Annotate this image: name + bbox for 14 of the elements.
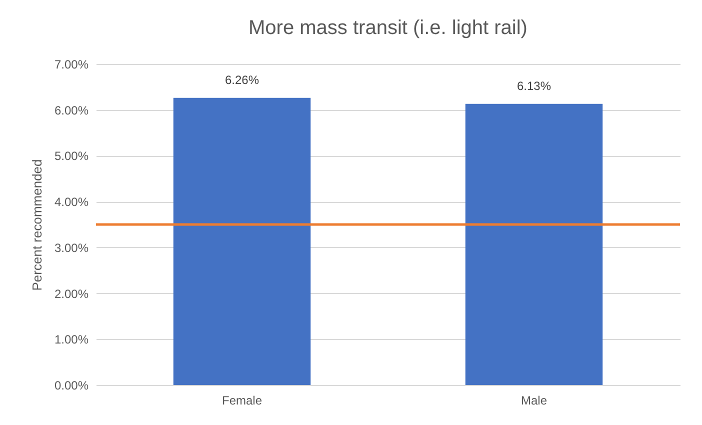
y-axis-title: Percent recommended — [29, 159, 44, 291]
y-tick-label: 3.00% — [54, 240, 89, 255]
y-tick-label: 0.00% — [54, 378, 89, 392]
y-tick-label: 6.00% — [54, 103, 89, 118]
x-tick-label: Female — [222, 394, 262, 408]
y-tick-label: 2.00% — [54, 286, 89, 301]
data-label: 6.13% — [516, 78, 552, 93]
y-tick-label: 4.00% — [54, 195, 89, 210]
chart-title: More mass transit (i.e. light rail) — [248, 17, 528, 39]
y-tick-label: 5.00% — [54, 149, 89, 164]
data-label: 6.26% — [224, 72, 260, 87]
y-tick-label: 1.00% — [54, 332, 89, 347]
y-tick-label: 7.00% — [54, 58, 89, 72]
x-tick-label: Male — [520, 394, 548, 408]
